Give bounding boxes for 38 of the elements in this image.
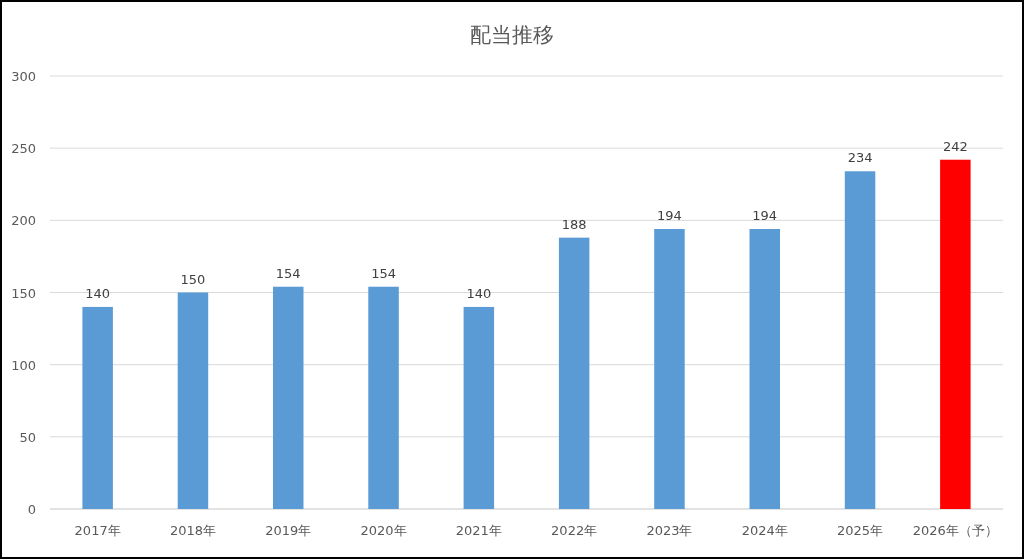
- bar: [940, 159, 971, 509]
- x-tick-label: 2021年: [455, 523, 502, 538]
- x-tick-label: 2024年: [741, 523, 788, 538]
- bar: [82, 306, 113, 509]
- data-label: 154: [371, 265, 396, 281]
- data-label: 154: [275, 265, 301, 281]
- y-tick-label: 50: [19, 429, 36, 445]
- y-tick-label: 100: [11, 357, 36, 373]
- bar: [463, 306, 495, 509]
- bar: [844, 171, 876, 509]
- y-tick-label: 300: [11, 69, 36, 84]
- data-label: 150: [180, 271, 206, 287]
- data-label: 140: [85, 285, 111, 301]
- data-label: 234: [847, 150, 873, 166]
- bar: [654, 228, 685, 509]
- x-tick-label: 2022年: [551, 523, 598, 538]
- x-tick-label: 2019年: [265, 523, 312, 538]
- y-tick-label: 0: [27, 502, 36, 517]
- bar: [558, 237, 590, 509]
- bar: [368, 286, 399, 509]
- y-tick-label: 150: [11, 285, 36, 301]
- chart-title: 配当推移: [470, 23, 554, 47]
- bar: [749, 228, 780, 509]
- data-label: 188: [561, 216, 587, 232]
- y-tick-label: 200: [11, 213, 36, 229]
- data-label: 194: [657, 207, 682, 223]
- x-tick-label: 2026年（予）: [912, 523, 998, 538]
- x-tick-label: 2020年: [360, 523, 407, 538]
- data-label: 140: [466, 285, 492, 301]
- x-tick-label: 2018年: [169, 523, 216, 538]
- bar: [273, 286, 304, 509]
- data-label: 242: [942, 138, 968, 154]
- y-tick-label: 250: [11, 141, 36, 157]
- x-tick-label: 2017年: [74, 523, 121, 538]
- data-label: 194: [752, 207, 778, 223]
- x-tick-label: 2023年: [646, 523, 693, 538]
- x-tick-label: 2025年: [837, 523, 884, 538]
- bar: [177, 292, 209, 509]
